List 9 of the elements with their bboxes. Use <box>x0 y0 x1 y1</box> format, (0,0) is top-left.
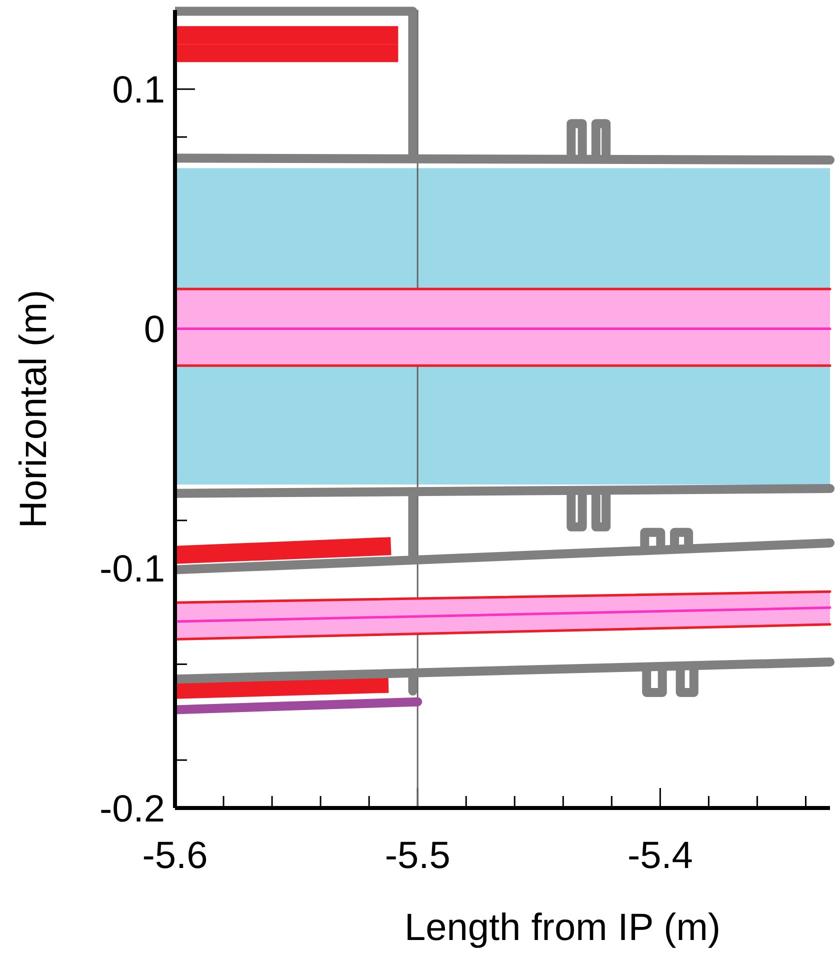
x-tick-label: -5.5 <box>384 835 450 877</box>
x-axis-title: Length from IP (m) <box>404 907 721 949</box>
y-tick-label: -0.2 <box>100 788 165 830</box>
y-tick-label: -0.1 <box>100 548 165 591</box>
x-tick-label: -5.6 <box>142 835 208 877</box>
x-tick-label: -5.4 <box>627 835 693 877</box>
y-axis-title: Horizontal (m) <box>13 290 55 528</box>
y-tick-label: 0 <box>144 309 165 352</box>
y-tick-label: 0.1 <box>112 69 165 112</box>
